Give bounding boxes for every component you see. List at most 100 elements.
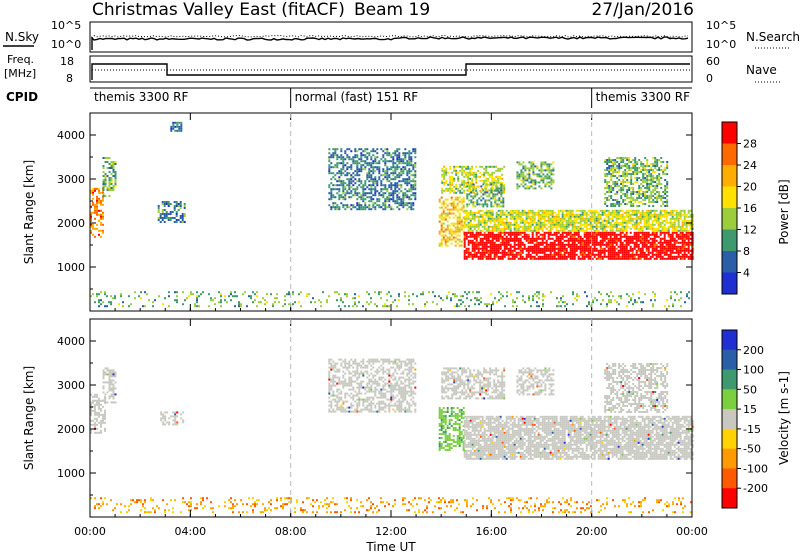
range-gate-cell xyxy=(546,163,549,166)
range-gate-cell xyxy=(370,200,373,203)
range-gate-cell xyxy=(577,239,580,242)
range-gate-cell xyxy=(630,181,633,183)
range-gate-cell xyxy=(523,245,526,248)
range-gate-cell xyxy=(593,243,596,246)
range-gate-cell xyxy=(579,247,582,250)
range-gate-cell xyxy=(571,257,574,260)
range-gate-cell xyxy=(614,183,617,185)
range-gate-cell xyxy=(625,239,628,242)
range-gate-cell xyxy=(650,183,653,185)
range-gate-cell xyxy=(605,233,608,236)
range-gate-cell xyxy=(497,179,500,182)
range-gate-cell xyxy=(406,190,409,193)
range-gate-cell xyxy=(581,227,584,230)
range-gate-cell xyxy=(543,237,546,240)
range-gate-cell xyxy=(340,172,343,175)
range-gate-cell xyxy=(620,165,623,167)
range-gate-cell xyxy=(583,229,586,232)
range-gate-cell xyxy=(356,186,359,189)
range-gate-cell xyxy=(543,235,546,238)
range-gate-cell xyxy=(613,233,616,236)
range-gate-cell xyxy=(360,206,363,209)
range-gate-cell xyxy=(567,225,570,228)
range-gate-cell xyxy=(450,196,453,199)
range-gate-cell xyxy=(452,222,455,225)
range-gate-cell xyxy=(633,217,636,220)
range-gate-cell xyxy=(659,211,662,214)
range-gate-cell xyxy=(619,251,622,254)
range-gate-cell xyxy=(674,291,676,294)
range-gate-cell xyxy=(489,221,492,224)
range-gate-cell xyxy=(494,203,497,206)
range-gate-cell xyxy=(366,164,369,167)
range-gate-cell xyxy=(605,223,608,226)
range-gate-cell xyxy=(112,189,115,191)
range-gate-cell xyxy=(587,219,590,222)
range-gate-cell xyxy=(428,291,430,294)
range-gate-cell xyxy=(665,243,668,246)
range-gate-cell xyxy=(114,181,117,183)
range-gate-cell xyxy=(463,235,466,238)
range-gate-cell xyxy=(170,125,173,128)
range-gate-cell xyxy=(328,192,331,195)
range-gate-cell xyxy=(483,217,486,220)
range-gate-cell xyxy=(469,173,472,176)
range-gate-cell xyxy=(463,211,466,214)
range-gate-cell xyxy=(545,243,548,246)
range-gate-cell xyxy=(368,168,371,171)
range-gate-cell xyxy=(412,150,415,153)
range-gate-cell xyxy=(683,249,686,252)
range-gate-cell xyxy=(547,225,550,228)
range-gate-cell xyxy=(497,217,500,220)
range-gate-cell xyxy=(557,247,560,250)
range-gate-cell xyxy=(665,221,668,224)
range-gate-cell xyxy=(653,217,656,220)
range-gate-cell xyxy=(364,150,367,153)
range-gate-cell xyxy=(662,195,665,197)
range-gate-cell xyxy=(370,297,372,300)
range-gate-cell xyxy=(661,251,664,254)
range-gate-cell xyxy=(619,241,622,244)
range-gate-cell xyxy=(567,219,570,222)
range-gate-cell xyxy=(336,192,339,195)
range-gate-cell xyxy=(494,193,497,196)
range-gate-cell xyxy=(553,253,556,256)
range-gate-cell xyxy=(525,225,528,228)
range-gate-cell xyxy=(560,299,562,302)
range-gate-cell xyxy=(619,217,622,220)
range-gate-cell xyxy=(448,212,451,215)
range-gate-cell xyxy=(527,233,530,236)
range-gate-cell xyxy=(527,211,530,214)
range-gate-cell xyxy=(551,217,554,220)
range-gate-cell xyxy=(599,251,602,254)
range-gate-cell xyxy=(630,167,633,169)
range-gate-cell xyxy=(569,219,572,222)
range-gate-cell xyxy=(640,165,643,167)
range-gate-cell xyxy=(565,211,568,214)
range-gate-cell xyxy=(454,295,456,298)
range-gate-cell xyxy=(350,166,353,169)
range-gate-cell xyxy=(491,181,494,184)
range-gate-cell xyxy=(463,237,466,240)
range-gate-cell xyxy=(497,243,500,246)
range-gate-cell xyxy=(330,196,333,199)
range-gate-cell xyxy=(356,192,359,195)
range-gate-cell xyxy=(372,188,375,191)
range-gate-cell xyxy=(575,227,578,230)
range-gate-cell xyxy=(637,235,640,238)
range-gate-cell xyxy=(530,163,533,166)
range-gate-cell xyxy=(94,207,96,210)
range-gate-cell xyxy=(402,192,405,195)
range-gate-cell xyxy=(587,241,590,244)
range-gate-cell xyxy=(559,243,562,246)
range-gate-cell xyxy=(527,237,530,240)
range-gate-cell xyxy=(438,242,441,245)
range-gate-cell xyxy=(606,159,609,161)
range-gate-cell xyxy=(529,209,532,212)
range-gate-cell xyxy=(471,223,474,226)
range-gate-cell xyxy=(579,227,582,230)
range-gate-cell xyxy=(637,245,640,248)
range-gate-cell xyxy=(112,297,114,300)
range-gate-cell xyxy=(454,230,457,233)
range-gate-cell xyxy=(665,253,668,256)
